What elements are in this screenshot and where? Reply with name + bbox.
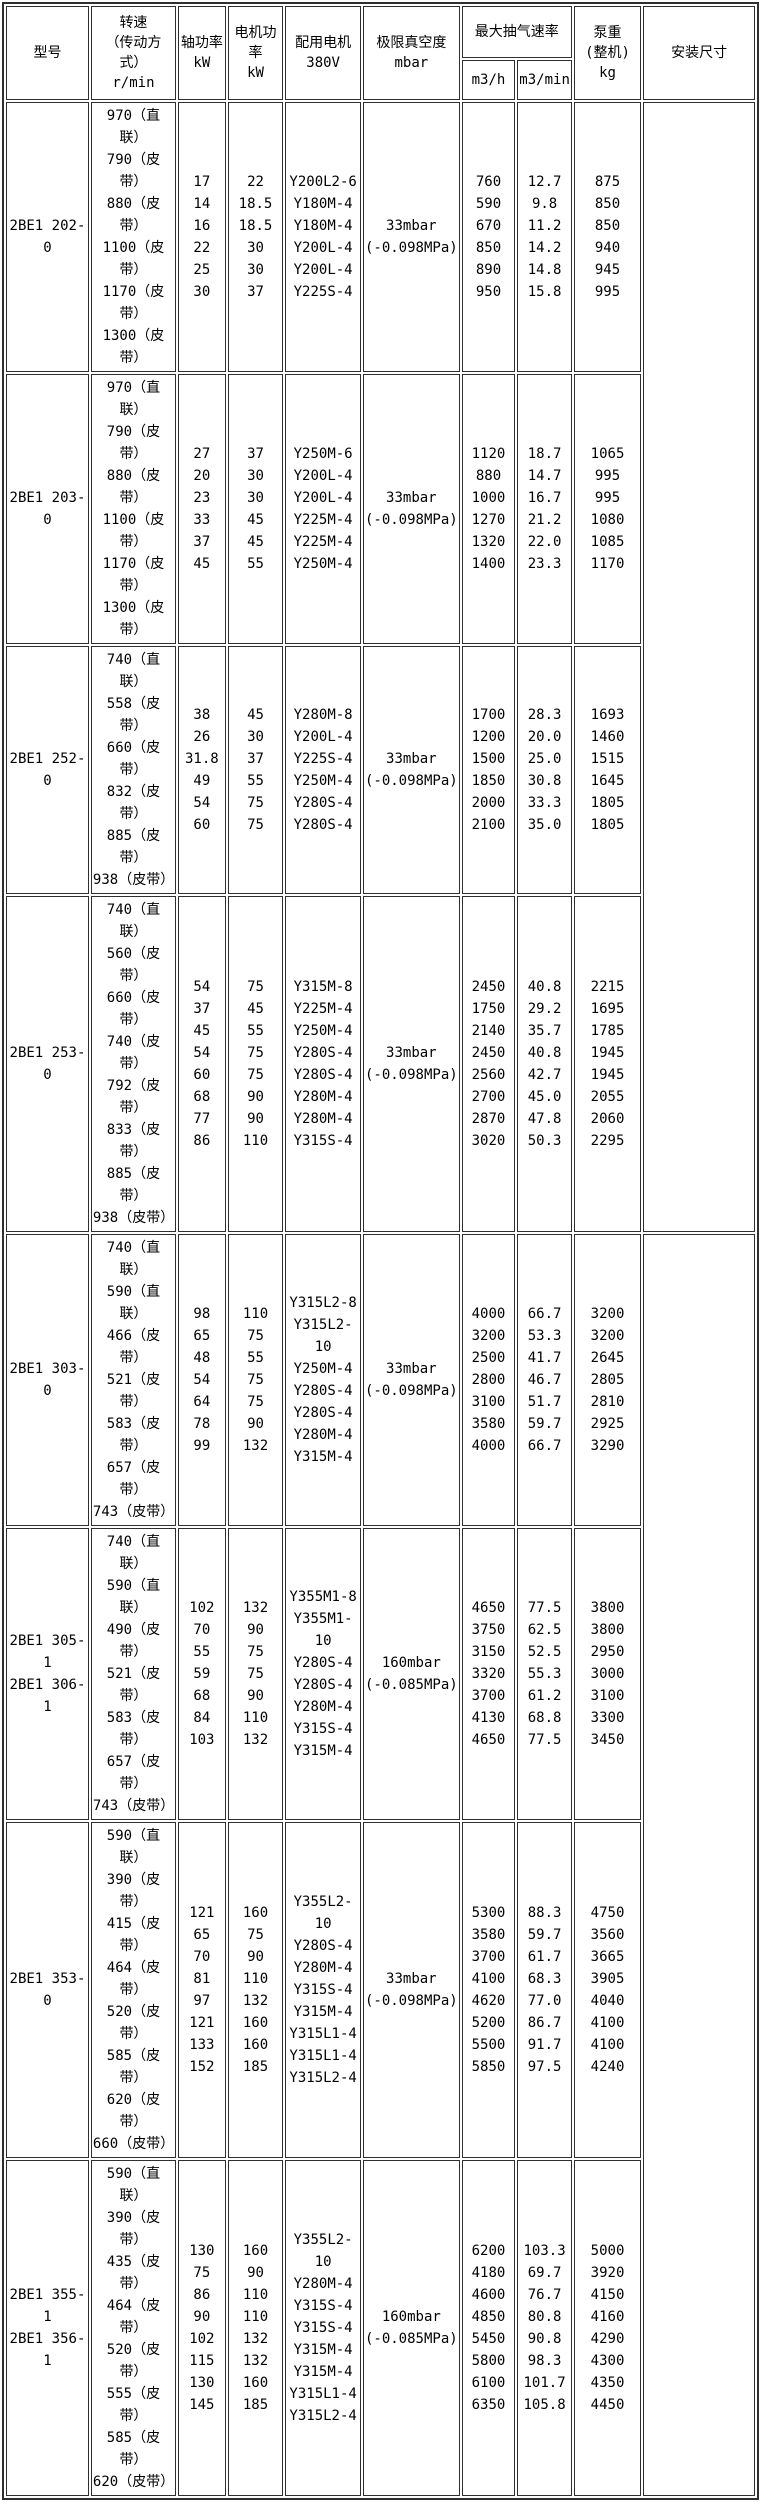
spec-row: 2BE1 253-0 740（直联） 560（皮带） 660（皮带） 740（皮带… [6, 896, 755, 1232]
spec-row: 2BE1 202-0 970（直联） 790（皮带） 880（皮带） 1100（皮… [6, 102, 755, 1232]
speed-cell: 740（直联） 560（皮带） 660（皮带） 740（皮带） 792（皮带） … [90, 896, 176, 1232]
model-cell: 2BE1 203-0 [6, 374, 89, 644]
motor-power-cell: 75 45 55 75 75 90 90 110 [227, 896, 284, 1232]
max-rate-m3min-cell: 18.7 14.7 16.7 21.2 22.0 23.3 [517, 374, 572, 644]
shaft-power-cell: 54 37 45 54 60 68 77 86 [177, 896, 226, 1232]
table-body: 2BE1 202-0 970（直联） 790（皮带） 880（皮带） 1100（皮… [6, 102, 755, 2496]
speed-cell: 590（直联） 390（皮带） 415（皮带） 464（皮带） 520（皮带） … [90, 1822, 176, 2158]
max-rate-m3min-cell: 103.3 69.7 76.7 80.8 90.8 98.3 101.7 105… [517, 2160, 572, 2496]
vacuum-cell: 33mbar (-0.098MPa) [362, 102, 460, 372]
max-rate-m3min-cell: 12.7 9.8 11.2 14.2 14.8 15.8 [517, 102, 572, 372]
max-rate-m3h-cell: 4000 3200 2500 2800 3100 3580 4000 [461, 1234, 516, 1526]
max-rate-m3h-cell: 760 590 670 850 890 950 [461, 102, 516, 372]
install-dimensions-cell [643, 102, 755, 1232]
max-rate-m3h-cell: 5300 3580 3700 4100 4620 5200 5500 5850 [461, 1822, 516, 2158]
shaft-power-cell: 38 26 31.8 49 54 60 [177, 646, 226, 894]
col-header-model: 型号 [6, 6, 89, 100]
weight-cell: 5000 3920 4150 4160 4290 4300 4350 4450 [573, 2160, 642, 2496]
col-header-weight: 泵重 (整机) kg [573, 6, 642, 100]
weight-cell: 875 850 850 940 945 995 [573, 102, 642, 372]
motor-model-cell: Y315M-8 Y225M-4 Y250M-4 Y280S-4 Y280S-4 … [285, 896, 361, 1232]
motor-model-cell: Y355M1-8 Y355M1-10 Y280S-4 Y280S-4 Y280M… [285, 1528, 361, 1820]
max-rate-m3min-cell: 66.7 53.3 41.7 46.7 51.7 59.7 66.7 [517, 1234, 572, 1526]
model-cell: 2BE1 252-0 [6, 646, 89, 894]
col-header-motor-model: 配用电机 380V [285, 6, 361, 100]
motor-model-cell: Y200L2-6 Y180M-4 Y180M-4 Y200L-4 Y200L-4… [285, 102, 361, 372]
vacuum-cell: 33mbar (-0.098MPa) [362, 896, 460, 1232]
col-header-speed: 转速 （传动方 式） r/min [90, 6, 176, 100]
weight-cell: 3800 3800 2950 3000 3100 3300 3450 [573, 1528, 642, 1820]
model-cell: 2BE1 202-0 [6, 102, 89, 372]
motor-power-cell: 37 30 30 45 45 55 [227, 374, 284, 644]
table-header: 型号 转速 （传动方 式） r/min 轴功率 kW 电机功率 kW 配用电机 … [6, 6, 755, 100]
motor-power-cell: 160 90 110 110 132 132 160 185 [227, 2160, 284, 2496]
motor-model-cell: Y355L2-10 Y280S-4 Y280M-4 Y315S-4 Y315M-… [285, 1822, 361, 2158]
shaft-power-cell: 121 65 70 81 97 121 133 152 [177, 1822, 226, 2158]
motor-power-cell: 22 18.5 18.5 30 30 37 [227, 102, 284, 372]
motor-model-cell: Y250M-6 Y200L-4 Y200L-4 Y225M-4 Y225M-4 … [285, 374, 361, 644]
col-header-shaft-power: 轴功率 kW [177, 6, 226, 100]
weight-cell: 1693 1460 1515 1645 1805 1805 [573, 646, 642, 894]
motor-power-cell: 45 30 37 55 75 75 [227, 646, 284, 894]
shaft-power-cell: 102 70 55 59 68 84 103 [177, 1528, 226, 1820]
speed-cell: 740（直联） 590（直联） 490（皮带） 521（皮带） 583（皮带） … [90, 1528, 176, 1820]
shaft-power-cell: 27 20 23 33 37 45 [177, 374, 226, 644]
vacuum-cell: 160mbar (-0.085MPa) [362, 1528, 460, 1820]
motor-model-cell: Y315L2-8 Y315L2-10 Y250M-4 Y280S-4 Y280S… [285, 1234, 361, 1526]
speed-cell: 970（直联） 790（皮带） 880（皮带） 1100（皮 带） 1170（皮… [90, 374, 176, 644]
vacuum-cell: 33mbar (-0.098MPa) [362, 1822, 460, 2158]
col-header-install: 安装尺寸 [643, 6, 755, 100]
model-cell: 2BE1 353-0 [6, 1822, 89, 2158]
model-cell: 2BE1 303-0 [6, 1234, 89, 1526]
weight-cell: 4750 3560 3665 3905 4040 4100 4100 4240 [573, 1822, 642, 2158]
max-rate-m3h-cell: 2450 1750 2140 2450 2560 2700 2870 3020 [461, 896, 516, 1232]
speed-cell: 740（直联） 558（皮带） 660（皮带） 832（皮带） 885（皮带） … [90, 646, 176, 894]
vacuum-cell: 33mbar (-0.098MPa) [362, 374, 460, 644]
header-row-top: 型号 转速 （传动方 式） r/min 轴功率 kW 电机功率 kW 配用电机 … [6, 6, 755, 100]
motor-model-cell: Y355L2-10 Y280M-4 Y315S-4 Y315S-4 Y315M-… [285, 2160, 361, 2496]
max-rate-m3min-cell: 40.8 29.2 35.7 40.8 42.7 45.0 47.8 50.3 [517, 896, 572, 1232]
spec-row: 2BE1 303-0 740（直联） 590（直联） 466（皮带） 521（皮带… [6, 1234, 755, 2496]
vacuum-cell: 160mbar (-0.085MPa) [362, 2160, 460, 2496]
motor-power-cell: 132 90 75 75 90 110 132 [227, 1528, 284, 1820]
motor-power-cell: 160 75 90 110 132 160 160 185 [227, 1822, 284, 2158]
max-rate-m3h-cell: 1700 1200 1500 1850 2000 2100 [461, 646, 516, 894]
max-rate-m3min-cell: 77.5 62.5 52.5 55.3 61.2 68.8 77.5 [517, 1528, 572, 1820]
vacuum-cell: 33mbar (-0.098MPa) [362, 1234, 460, 1526]
speed-cell: 740（直联） 590（直联） 466（皮带） 521（皮带） 583（皮带） … [90, 1234, 176, 1526]
col-header-max-rate: 最大抽气速率 [461, 6, 572, 58]
motor-model-cell: Y280M-8 Y200L-4 Y225S-4 Y250M-4 Y280S-4 … [285, 646, 361, 894]
vacuum-cell: 33mbar (-0.098MPa) [362, 646, 460, 894]
model-cell: 2BE1 355-1 2BE1 356-1 [6, 2160, 89, 2496]
model-cell: 2BE1 305-1 2BE1 306-1 [6, 1528, 89, 1820]
max-rate-m3h-cell: 4650 3750 3150 3320 3700 4130 4650 [461, 1528, 516, 1820]
install-dimensions-cell [643, 1234, 755, 2496]
weight-cell: 3200 3200 2645 2805 2810 2925 3290 [573, 1234, 642, 1526]
col-header-m3h: m3/h [461, 60, 516, 100]
speed-cell: 970（直联） 790（皮带） 880（皮带） 1100（皮 带） 1170（皮… [90, 102, 176, 372]
motor-power-cell: 110 75 55 75 75 90 132 [227, 1234, 284, 1526]
max-rate-m3h-cell: 1120 880 1000 1270 1320 1400 [461, 374, 516, 644]
speed-cell: 590（直联） 390（皮带） 435（皮带） 464（皮带） 520（皮带） … [90, 2160, 176, 2496]
max-rate-m3min-cell: 88.3 59.7 61.7 68.3 77.0 86.7 91.7 97.5 [517, 1822, 572, 2158]
shaft-power-cell: 98 65 48 54 64 78 99 [177, 1234, 226, 1526]
col-header-vacuum: 极限真空度 mbar [362, 6, 460, 100]
spec-row: 2BE1 252-0 740（直联） 558（皮带） 660（皮带） 832（皮带… [6, 646, 755, 894]
model-cell: 2BE1 253-0 [6, 896, 89, 1232]
shaft-power-cell: 130 75 86 90 102 115 130 145 [177, 2160, 226, 2496]
weight-cell: 1065 995 995 1080 1085 1170 [573, 374, 642, 644]
max-rate-m3min-cell: 28.3 20.0 25.0 30.8 33.3 35.0 [517, 646, 572, 894]
col-header-m3min: m3/min [517, 60, 572, 100]
weight-cell: 2215 1695 1785 1945 1945 2055 2060 2295 [573, 896, 642, 1232]
spec-row: 2BE1 203-0 970（直联） 790（皮带） 880（皮带） 1100（皮… [6, 374, 755, 644]
header-row-sub: m3/h m3/min [6, 60, 755, 100]
col-header-motor-power: 电机功率 kW [227, 6, 284, 100]
max-rate-m3h-cell: 6200 4180 4600 4850 5450 5800 6100 6350 [461, 2160, 516, 2496]
shaft-power-cell: 17 14 16 22 25 30 [177, 102, 226, 372]
